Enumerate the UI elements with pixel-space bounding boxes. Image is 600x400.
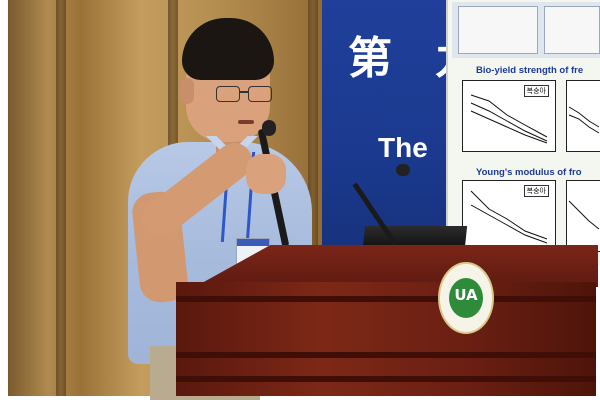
podium-top — [194, 245, 598, 287]
speaker-hand — [246, 154, 286, 194]
wall-panel-seam — [308, 0, 318, 396]
slide-plot — [566, 180, 600, 252]
glasses-icon — [214, 86, 276, 104]
slide-header-images — [452, 2, 600, 58]
speaker-mouth — [238, 120, 254, 124]
conference-banner: 第 九 The — [322, 0, 452, 250]
university-emblem: UA — [438, 262, 494, 334]
slide-plot: 복숭아 — [462, 180, 556, 252]
laptop — [362, 226, 468, 248]
podium-molding — [176, 352, 596, 358]
podium-molding — [176, 376, 596, 382]
slide-caption-youngs-modulus: Young's modulus of fro — [476, 167, 582, 178]
banner-chinese-text: 第 九 — [348, 33, 452, 84]
slide-thumbnail — [544, 6, 600, 54]
plot-legend: 복숭아 — [523, 85, 549, 97]
emblem-letters: UA — [454, 286, 478, 304]
slide-plot — [566, 80, 600, 152]
podium-molding — [176, 296, 596, 302]
plot-legend: 복숭아 — [523, 185, 549, 197]
banner-english-text: The — [378, 132, 428, 163]
glasses-lens — [216, 86, 240, 102]
plot-lines — [470, 94, 548, 144]
slide-thumbnail — [458, 6, 538, 54]
slide-plot: 복숭아 — [462, 80, 556, 152]
speaker-ear — [180, 78, 194, 104]
plot-lines — [568, 200, 600, 230]
gooseneck-microphone-head — [396, 164, 410, 176]
glasses-bridge — [240, 91, 248, 93]
plot-lines — [470, 190, 548, 244]
wall-panel-seam — [56, 0, 66, 396]
badge-strip — [237, 239, 269, 246]
emblem-center: UA — [449, 278, 483, 318]
plot-lines — [568, 106, 600, 134]
slide-caption-bioyield: Bio-yield strength of fre — [476, 65, 584, 76]
speaker-hair — [182, 18, 274, 80]
projection-screen: Bio-yield strength of fre 복숭아 Young's mo… — [446, 0, 600, 265]
glasses-lens — [248, 86, 272, 102]
microphone-head — [262, 120, 276, 136]
